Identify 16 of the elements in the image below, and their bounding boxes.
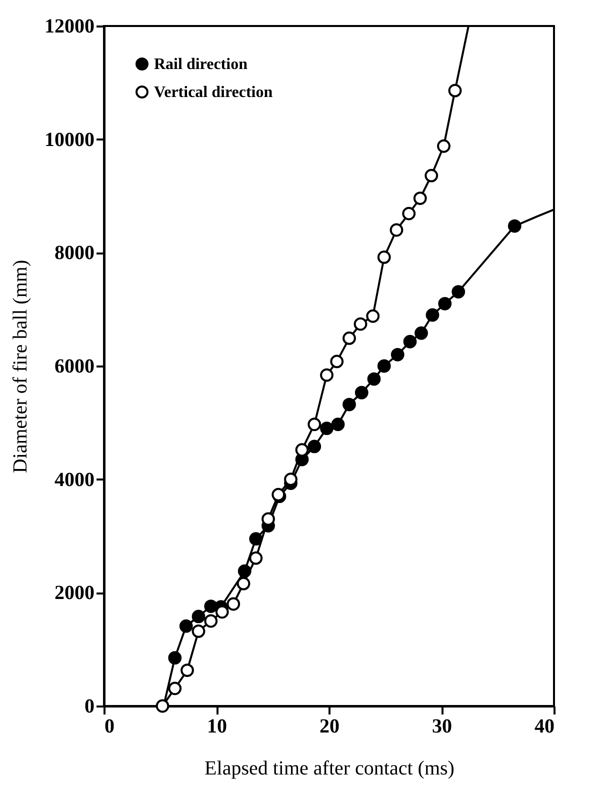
y-tick-label: 8000 xyxy=(54,242,94,264)
y-tick-label: 12000 xyxy=(44,16,94,38)
x-tick-label: 20 xyxy=(320,716,340,738)
x-tick-label: 30 xyxy=(432,716,452,738)
legend-label: Rail direction xyxy=(154,56,248,73)
y-tick-label: 4000 xyxy=(54,468,94,491)
y-tick-label: 6000 xyxy=(54,356,94,378)
y-tick-label: 10000 xyxy=(44,128,94,151)
x-tick-label: 0 xyxy=(104,716,114,738)
x-tick-label: 10 xyxy=(207,716,227,738)
x-tick-label: 40 xyxy=(534,716,554,738)
x-axis-title: Elapsed time after contact (ms) xyxy=(204,758,454,780)
legend-label: Vertical direction xyxy=(154,84,273,101)
y-tick-label: 2000 xyxy=(54,582,94,604)
y-axis-title: Diameter of fire ball (mm) xyxy=(10,260,32,474)
y-tick-label: 0 xyxy=(84,696,94,718)
